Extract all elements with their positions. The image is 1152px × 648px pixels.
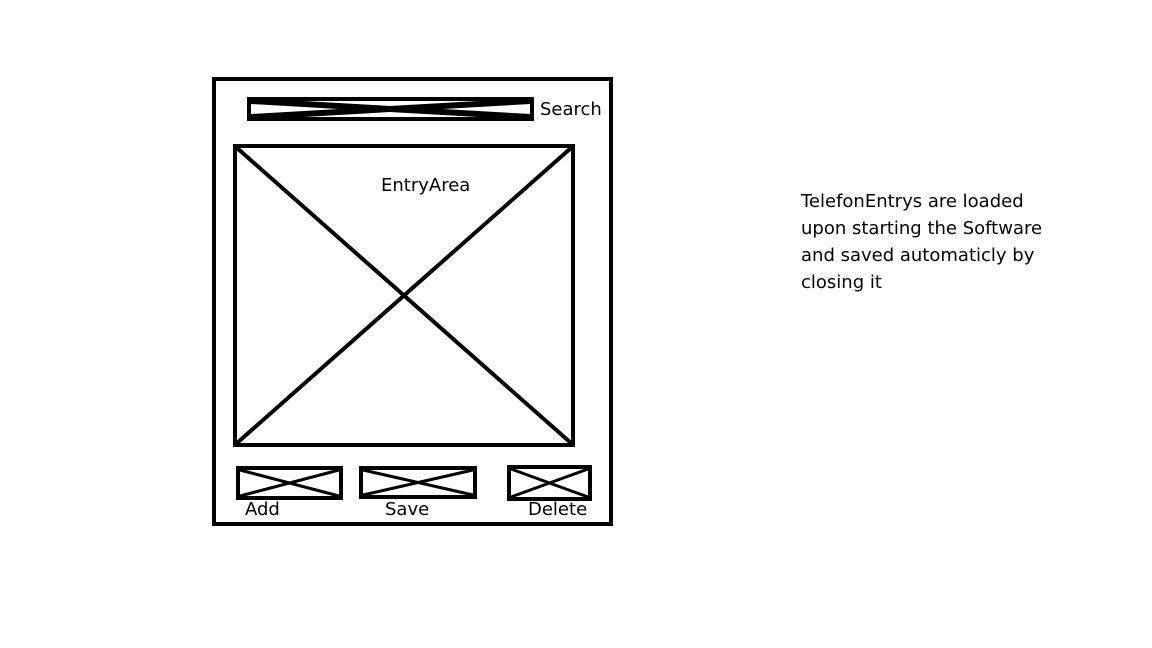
note-line: upon starting the Software [801,218,1043,239]
search-input-placeholder-cross [251,101,530,117]
note-line: closing it [801,272,882,293]
save-button-label: Save [385,499,430,520]
entry-area-label: EntryArea [381,175,471,196]
annotation-note: TelefonEntrys are loaded upon starting t… [801,188,1101,296]
delete-button-label: Delete [528,499,588,520]
add-button[interactable] [236,466,343,500]
entry-area[interactable] [233,144,575,447]
delete-button[interactable] [507,465,592,501]
window-frame [212,77,613,526]
search-label: Search [540,99,602,120]
note-line: and saved automaticly by [801,245,1035,266]
add-button-label: Add [245,499,280,520]
add-button-placeholder-cross [240,470,339,496]
search-input[interactable] [247,97,534,121]
save-button-placeholder-cross [363,470,473,495]
note-line: TelefonEntrys are loaded [801,191,1024,212]
delete-button-placeholder-cross [511,469,588,497]
save-button[interactable] [359,466,477,499]
entry-area-placeholder-cross [237,148,571,443]
